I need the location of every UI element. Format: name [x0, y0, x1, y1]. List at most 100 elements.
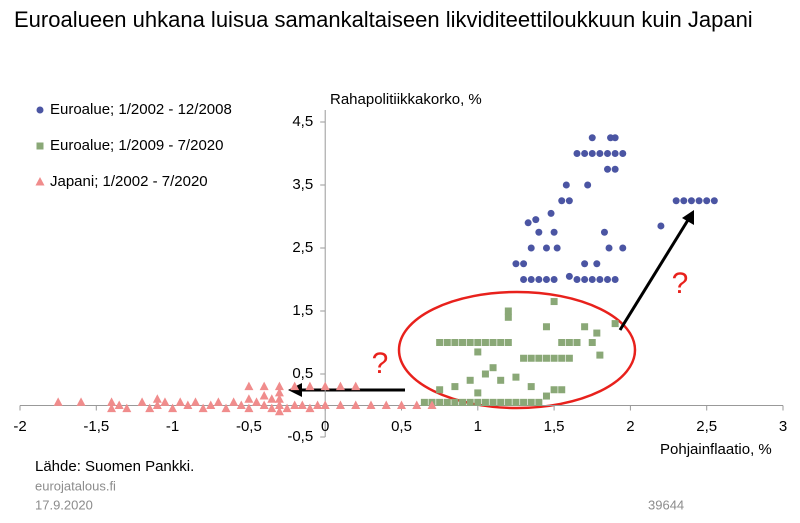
point [481, 370, 489, 378]
point [313, 400, 323, 409]
point [542, 244, 550, 252]
point [489, 364, 497, 372]
point [122, 403, 132, 413]
point [547, 209, 555, 217]
point [351, 400, 361, 409]
point [520, 276, 528, 283]
source: Lähde: Suomen Pankki. [35, 458, 194, 475]
x-tick-label: 0,5 [391, 418, 412, 435]
point [605, 244, 613, 252]
point [274, 400, 284, 409]
point [504, 313, 512, 321]
point [542, 392, 550, 400]
point [504, 307, 512, 315]
annotation: ? [672, 267, 689, 300]
point [604, 165, 612, 173]
x-axis-label: Pohjainflaatio, % [660, 441, 772, 458]
x-tick-label: 1 [474, 418, 482, 435]
x-tick-label: 2 [626, 418, 634, 435]
point [244, 394, 254, 403]
point [114, 400, 124, 409]
chart-title: Euroalueen uhkana luisua samankaltaiseen… [14, 7, 753, 32]
point [565, 197, 573, 205]
point [512, 373, 520, 381]
point [558, 386, 566, 394]
point [436, 398, 444, 406]
point [550, 298, 558, 306]
point [259, 400, 269, 409]
y-tick-label: 1,5 [292, 302, 313, 319]
y-tick-label: 0,5 [292, 365, 313, 382]
point [259, 381, 269, 391]
point [497, 376, 505, 384]
point [351, 381, 361, 391]
point [672, 197, 680, 205]
point [274, 394, 284, 403]
point [320, 381, 330, 391]
point [703, 197, 711, 205]
point [481, 398, 489, 406]
x-tick-label: 1,5 [544, 418, 565, 435]
point [512, 398, 520, 406]
point [535, 354, 543, 362]
point [206, 400, 216, 409]
point [474, 389, 482, 397]
y-tick-label: 4,5 [292, 113, 313, 130]
point [290, 400, 300, 409]
point [274, 381, 284, 391]
point [524, 219, 532, 227]
point [320, 400, 330, 409]
point [593, 329, 601, 337]
point [259, 391, 269, 400]
point [520, 260, 528, 268]
point [267, 394, 277, 403]
point [335, 381, 345, 391]
point [588, 339, 596, 346]
point [244, 403, 254, 413]
legend-marker [35, 177, 45, 186]
point [274, 406, 284, 416]
chart-id: 39644 [648, 497, 684, 512]
x-tick-label: 0 [321, 418, 329, 435]
point [290, 381, 300, 391]
point [459, 398, 467, 406]
point [588, 276, 596, 283]
x-tick-label: 3 [779, 418, 787, 435]
point [236, 400, 246, 409]
point [474, 339, 482, 346]
point [558, 339, 566, 346]
point [451, 398, 459, 406]
point [619, 244, 627, 252]
point [183, 400, 193, 409]
point [611, 165, 619, 173]
point [710, 197, 718, 205]
x-tick-label: 2,5 [696, 418, 717, 435]
point [504, 398, 512, 406]
annotation: ? [372, 347, 389, 380]
legend-marker [36, 142, 44, 150]
point [581, 150, 589, 157]
x-tick-label: -0,5 [236, 418, 262, 435]
point [542, 323, 550, 331]
point [489, 339, 497, 346]
point [229, 397, 239, 406]
point [76, 397, 86, 406]
point [581, 276, 589, 283]
point [427, 400, 437, 409]
point [562, 181, 570, 189]
point [397, 400, 406, 409]
arrow [618, 219, 690, 331]
point [604, 150, 612, 157]
point [573, 276, 581, 283]
point [581, 260, 589, 268]
point [107, 403, 117, 413]
point [451, 383, 459, 391]
point [520, 398, 528, 406]
point [619, 150, 627, 157]
point [489, 398, 497, 406]
point [550, 354, 558, 362]
point [588, 134, 596, 142]
point [573, 339, 581, 346]
